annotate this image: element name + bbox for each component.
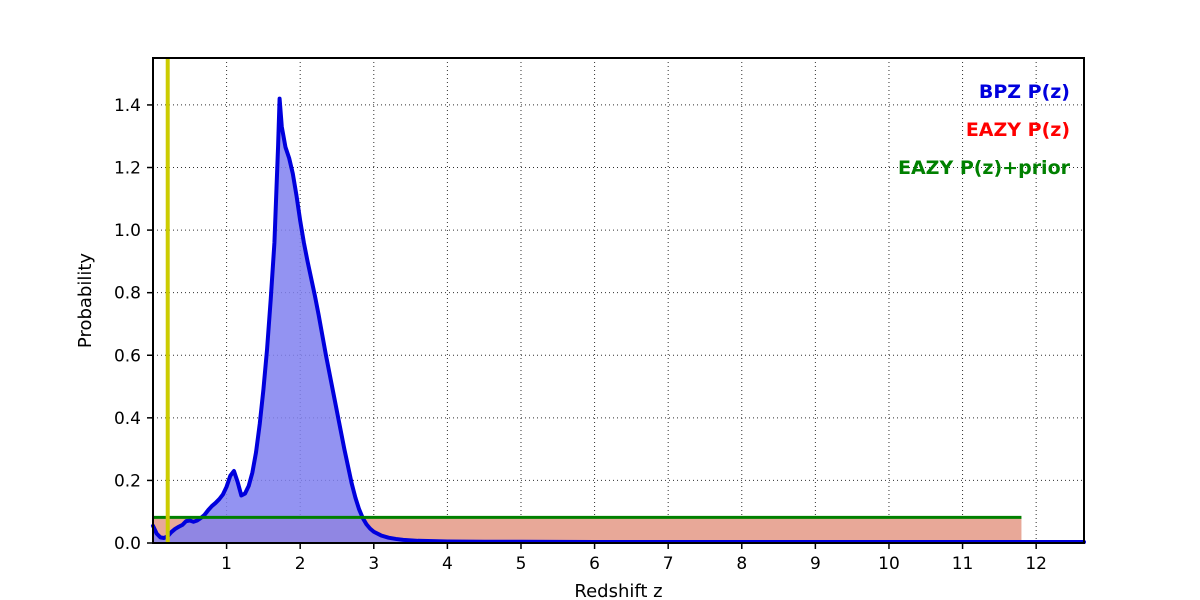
legend-item-3: EAZY P(z)+prior — [898, 157, 1071, 179]
x-tick-label: 2 — [295, 554, 306, 574]
axes-frame — [152, 57, 1085, 544]
x-tick-label: 6 — [589, 554, 600, 574]
legend-item-1: BPZ P(z) — [979, 81, 1070, 103]
data-series-layer — [151, 96, 1086, 545]
x-tick-label: 1 — [221, 554, 232, 574]
x-tick-label: 11 — [952, 554, 974, 574]
y-tick-label: 0.8 — [114, 284, 141, 304]
y-tick-label: 0.2 — [114, 471, 141, 491]
y-tick-label: 1.4 — [114, 96, 141, 116]
x-axis-title: Redshift z — [574, 581, 662, 600]
x-tick-label: 7 — [663, 554, 674, 574]
x-tick-label: 3 — [368, 554, 379, 574]
legend-item-2: EAZY P(z) — [966, 119, 1070, 141]
y-tick-label: 1.0 — [114, 221, 141, 241]
grid-lines — [153, 58, 1084, 543]
y-tick-label: 0.0 — [114, 534, 141, 554]
x-tick-label: 8 — [736, 554, 747, 574]
y-axis-title: Probability — [75, 253, 96, 348]
x-tick-label: 10 — [878, 554, 900, 574]
x-tick-label: 9 — [810, 554, 821, 574]
x-tick-label: 4 — [442, 554, 453, 574]
x-axis-ticks: 1 2 3 4 5 6 7 8 9 10 11 12 — [221, 543, 1047, 574]
y-tick-label: 1.2 — [114, 159, 141, 179]
y-tick-label: 0.6 — [114, 346, 141, 366]
plot-frame — [152, 57, 1085, 544]
y-axis-ticks: 0.0 0.2 0.4 0.6 0.8 1.0 1.2 1.4 — [114, 96, 153, 554]
x-tick-label: 12 — [1025, 554, 1047, 574]
chart-legend: BPZ P(z) EAZY P(z) EAZY P(z)+prior — [898, 81, 1071, 179]
bpz-pz-area — [153, 98, 1084, 544]
x-tick-label: 5 — [516, 554, 527, 574]
y-tick-label: 0.4 — [114, 409, 141, 429]
